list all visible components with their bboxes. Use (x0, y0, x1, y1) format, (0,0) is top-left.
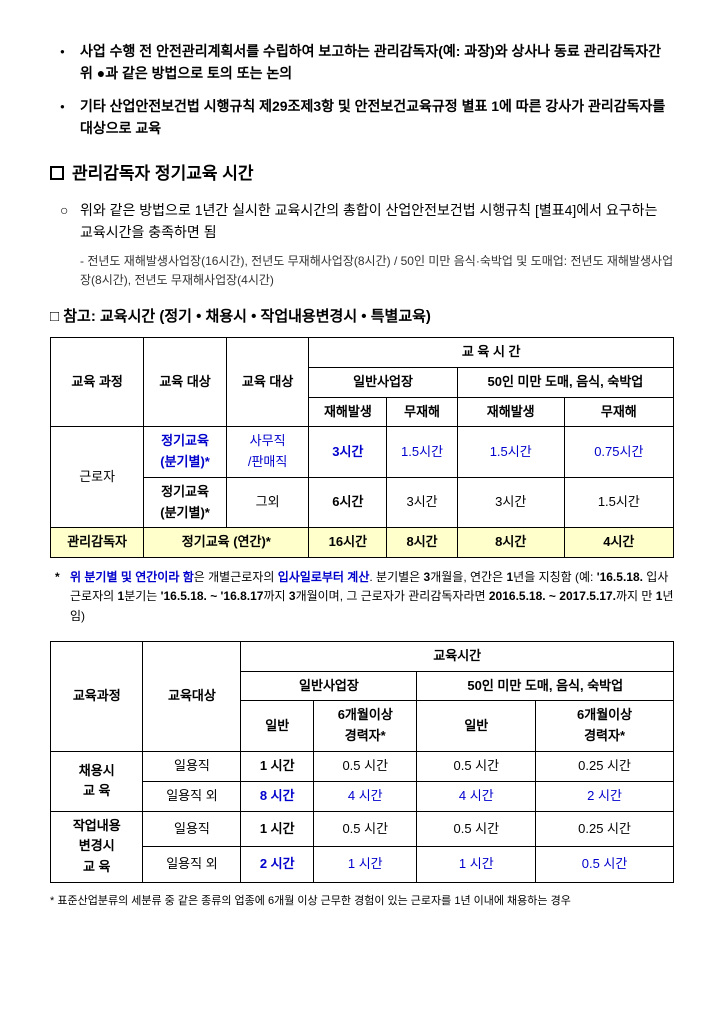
bullet-1: 사업 수행 전 안전관리계획서를 수립하여 보고하는 관리감독자(예: 과장)와… (50, 40, 674, 85)
t2-h-g2: 일반 (417, 701, 536, 752)
t2-h-small: 50인 미만 도매, 음식, 숙박업 (417, 671, 674, 701)
t1-h-time: 교 육 시 간 (309, 337, 674, 367)
bullet-list: 사업 수행 전 안전관리계획서를 수립하여 보고하는 관리감독자(예: 과장)와… (50, 40, 674, 140)
section-item-1: 위와 같은 방법으로 1년간 실시한 교육시간의 총합이 산업안전보건법 시행규… (50, 199, 674, 244)
t2-r3-course: 작업내용 변경시 교 육 (51, 811, 143, 882)
t1-r2-t1: 정기교육 (분기별)* (144, 477, 227, 528)
t2-r3-c4: 0.25 시간 (536, 811, 674, 847)
t1-r1-t1: 정기교육 (분기별)* (144, 427, 227, 478)
t1-r3-c2: 8시간 (387, 528, 457, 558)
t2-r1-t: 일용직 (143, 752, 241, 782)
t1-h-a1: 재해발생 (309, 397, 387, 427)
t1-h-normal: 일반사업장 (309, 367, 457, 397)
t2-r3-c2: 0.5 시간 (314, 811, 417, 847)
t1-r1-c4: 0.75시간 (564, 427, 673, 478)
t2-r4-c3: 1 시간 (417, 847, 536, 883)
t1-r1-c2: 1.5시간 (387, 427, 457, 478)
table-1: 교육 과정 교육 대상 교육 대상 교 육 시 간 일반사업장 50인 미만 도… (50, 337, 674, 558)
t2-r1-c1: 1 시간 (241, 752, 314, 782)
t2-r1-c4: 0.25 시간 (536, 752, 674, 782)
t2-r1-c2: 0.5 시간 (314, 752, 417, 782)
box-marker-icon (50, 166, 64, 180)
t1-h-target2: 교육 대상 (226, 337, 309, 426)
t2-h-time: 교육시간 (241, 641, 674, 671)
t1-r2-t2: 그외 (226, 477, 309, 528)
t1-r1-c1: 3시간 (309, 427, 387, 478)
t1-r3-t1: 정기교육 (연간)* (144, 528, 309, 558)
star-note: 위 분기별 및 연간이라 함은 개별근로자의 입사일로부터 계산. 분기별은 3… (50, 568, 674, 626)
t2-h-target: 교육대상 (143, 641, 241, 751)
t1-r3-c3: 8시간 (457, 528, 564, 558)
t2-r2-c3: 4 시간 (417, 781, 536, 811)
t1-h-course: 교육 과정 (51, 337, 144, 426)
t2-h-course: 교육과정 (51, 641, 143, 751)
t1-r2-c1: 6시간 (309, 477, 387, 528)
footnote: 표준산업분류의 세분류 중 같은 종류의 업종에 6개월 이상 근무한 경험이 … (50, 893, 674, 911)
t2-h-normal: 일반사업장 (241, 671, 417, 701)
t2-r4-c2: 1 시간 (314, 847, 417, 883)
ref-header: 참고: 교육시간 (정기 • 채용시 • 작업내용변경시 • 특별교육) (50, 305, 674, 329)
t2-r2-c4: 2 시간 (536, 781, 674, 811)
table-2: 교육과정 교육대상 교육시간 일반사업장 50인 미만 도매, 음식, 숙박업 … (50, 641, 674, 883)
t2-h-e1: 6개월이상 경력자* (314, 701, 417, 752)
t2-r2-t: 일용직 외 (143, 781, 241, 811)
t1-r2-c2: 3시간 (387, 477, 457, 528)
t2-r2-c2: 4 시간 (314, 781, 417, 811)
t2-r3-t: 일용직 (143, 811, 241, 847)
t1-r3-c1: 16시간 (309, 528, 387, 558)
t1-r1-t2: 사무직 /판매직 (226, 427, 309, 478)
t2-r1-c3: 0.5 시간 (417, 752, 536, 782)
t1-h-n2: 무재해 (564, 397, 673, 427)
t2-r3-c3: 0.5 시간 (417, 811, 536, 847)
t1-h-a2: 재해발생 (457, 397, 564, 427)
section-header-1: 관리감독자 정기교육 시간 (50, 160, 674, 187)
t2-h-e2: 6개월이상 경력자* (536, 701, 674, 752)
t2-r4-c1: 2 시간 (241, 847, 314, 883)
t1-r2-c3: 3시간 (457, 477, 564, 528)
t2-h-g1: 일반 (241, 701, 314, 752)
t1-r1-course: 근로자 (51, 427, 144, 528)
bullet-2: 기타 산업안전보건법 시행규칙 제29조제3항 및 안전보건교육규정 별표 1에… (50, 95, 674, 140)
t1-r2-c4: 1.5시간 (564, 477, 673, 528)
t2-r1-course: 채용시 교 육 (51, 752, 143, 812)
section-note-1: 전년도 재해발생사업장(16시간), 전년도 무재해사업장(8시간) / 50인… (50, 252, 674, 290)
t1-h-small: 50인 미만 도매, 음식, 숙박업 (457, 367, 673, 397)
t1-r3-c4: 4시간 (564, 528, 673, 558)
t2-r2-c1: 8 시간 (241, 781, 314, 811)
t1-h-target1: 교육 대상 (144, 337, 227, 426)
t1-r1-c3: 1.5시간 (457, 427, 564, 478)
section-title-1: 관리감독자 정기교육 시간 (72, 160, 254, 187)
t1-r3-course: 관리감독자 (51, 528, 144, 558)
t1-h-n1: 무재해 (387, 397, 457, 427)
t2-r4-t: 일용직 외 (143, 847, 241, 883)
t2-r3-c1: 1 시간 (241, 811, 314, 847)
t2-r4-c4: 0.5 시간 (536, 847, 674, 883)
